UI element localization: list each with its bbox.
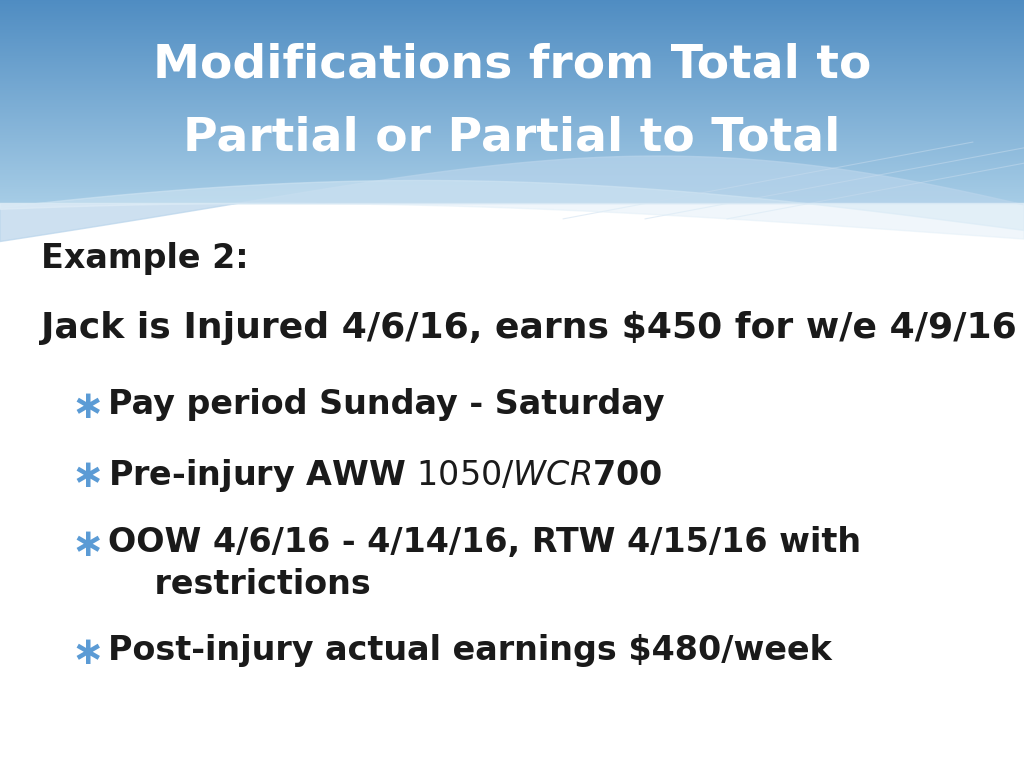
Text: Post-injury actual earnings $480/week: Post-injury actual earnings $480/week bbox=[108, 634, 831, 667]
Text: Jack is Injured 4/6/16, earns $450 for w/e 4/9/16: Jack is Injured 4/6/16, earns $450 for w… bbox=[41, 311, 1017, 345]
Text: Pay period Sunday - Saturday: Pay period Sunday - Saturday bbox=[108, 388, 664, 421]
Text: Modifications from Total to: Modifications from Total to bbox=[153, 43, 871, 88]
Text: Pre-injury AWW $1050 / WCR $700: Pre-injury AWW $1050 / WCR $700 bbox=[108, 457, 662, 494]
Text: Partial or Partial to Total: Partial or Partial to Total bbox=[183, 116, 841, 161]
Text: ∗: ∗ bbox=[72, 388, 104, 425]
Text: Example 2:: Example 2: bbox=[41, 242, 249, 275]
Text: ∗: ∗ bbox=[72, 457, 104, 495]
Text: ∗: ∗ bbox=[72, 526, 104, 564]
Text: OOW 4/6/16 - 4/14/16, RTW 4/15/16 with
    restrictions: OOW 4/6/16 - 4/14/16, RTW 4/15/16 with r… bbox=[108, 526, 860, 601]
Text: ∗: ∗ bbox=[72, 634, 104, 671]
